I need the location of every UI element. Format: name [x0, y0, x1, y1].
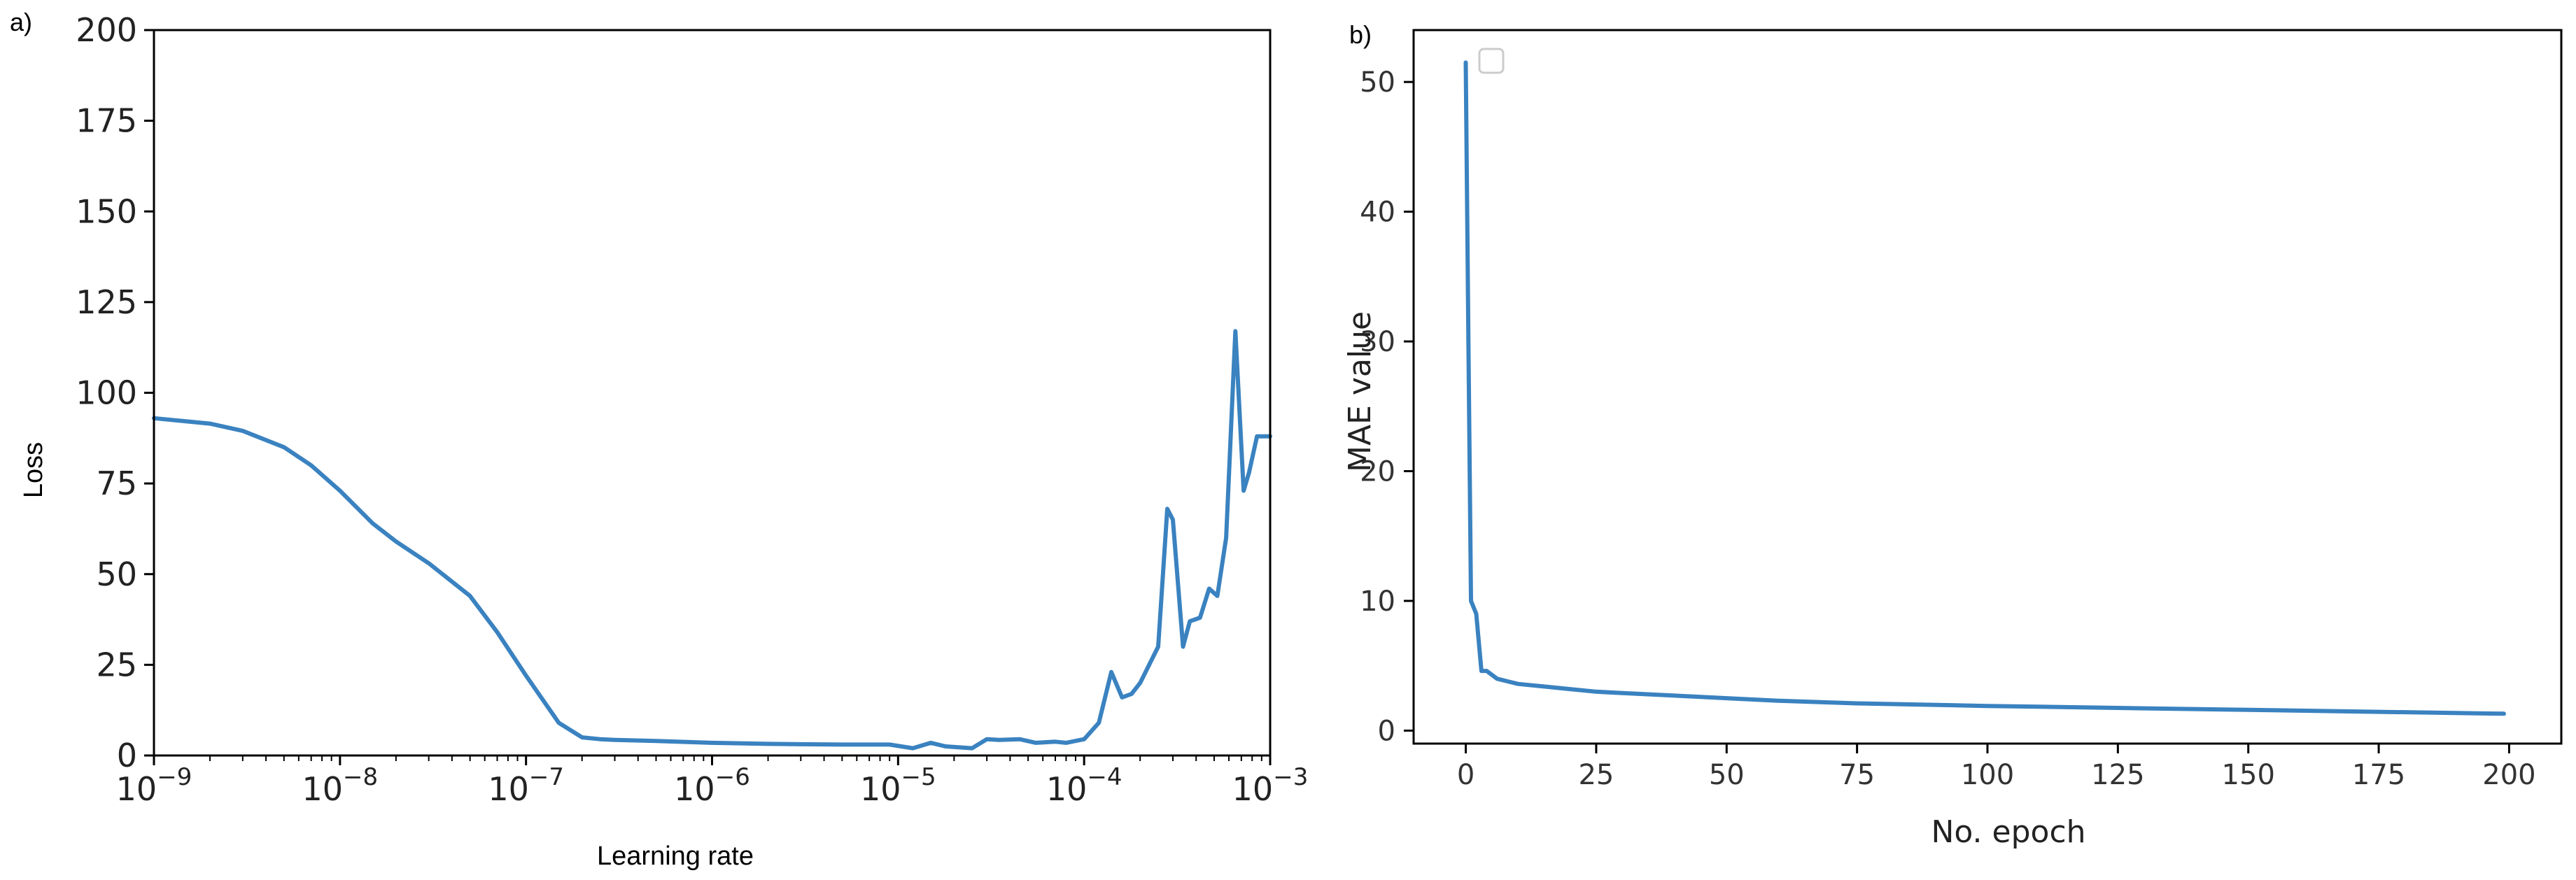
- panel-b-ytick-label: 20: [1360, 456, 1395, 488]
- panel-b-xtick-label: 25: [1578, 759, 1614, 791]
- panel-a-ytick-label: 0: [117, 737, 137, 774]
- panel-a-ticks: 0 25 50 75 100 125 150 175 200 10−9 10−8 10−7 10−6 10…: [76, 11, 1308, 808]
- panel-b-xtick-label: 50: [1709, 759, 1745, 791]
- panel-a-label: a): [10, 8, 32, 36]
- panel-b-ytick-label: 30: [1360, 326, 1395, 358]
- panel-b-legend-box: [1478, 48, 1505, 74]
- panel-a-xtick-label: 10−3: [1232, 763, 1309, 808]
- panel-b-ticks: 0 10 20 30 40 50 0 25 50 75 100 125 150 175 200: [1360, 66, 2536, 791]
- panel-a-ytick-label: 175: [76, 102, 137, 140]
- panel-a-ytick-label: 100: [76, 374, 137, 412]
- panel-a-ytick-label: 50: [96, 555, 137, 593]
- panel-b-xtick-label: 150: [2222, 759, 2275, 791]
- panel-b-xtick-label: 175: [2352, 759, 2405, 791]
- panel-a-ytick-label: 75: [96, 464, 137, 502]
- panel-b-mae-chart: b) 0 10 20 30 40 50 0 25 50 75 100 125 150 175 200 No.…: [1342, 20, 2563, 850]
- panel-a-ytick-label: 125: [76, 283, 137, 321]
- panel-b-xtick-label: 125: [2091, 759, 2144, 791]
- panel-a-xlabel: Learning rate: [597, 842, 754, 871]
- panel-a-ytick-label: 25: [96, 646, 137, 683]
- panel-b-label: b): [1349, 20, 1372, 49]
- panel-a-learning-rate-chart: a) 0 25 50 75 100 125 150 175 200 10−9 10−8 10−7 10−…: [10, 8, 1308, 871]
- panel-b-mae-line: [1463, 60, 2506, 716]
- panel-a-xtick-label: 10−4: [1046, 763, 1122, 808]
- panel-b-xlabel: No. epoch: [1931, 814, 2085, 850]
- panel-a-ylabel: Loss: [19, 442, 48, 498]
- panel-a-xtick-label: 10−5: [860, 763, 936, 808]
- panel-b-xtick-label: 0: [1457, 759, 1474, 791]
- panel-b-plot-frame: [1412, 29, 2563, 745]
- panel-a-xtick-label: 10−6: [674, 763, 750, 808]
- panel-a-xtick-label: 10−9: [116, 763, 192, 808]
- panel-b-xtick-label: 100: [1961, 759, 2014, 791]
- panel-a-xtick-label: 10−7: [488, 763, 564, 808]
- panel-b-ylabel: MAE value: [1342, 311, 1378, 472]
- panel-a-plot-frame: [153, 29, 1272, 757]
- panel-b-xtick-label: 75: [1839, 759, 1875, 791]
- panel-a-ytick-label: 150: [76, 192, 137, 230]
- panel-a-series: [152, 329, 1272, 751]
- panel-b-series: [1463, 60, 2506, 716]
- panel-b-xtick-label: 200: [2482, 759, 2535, 791]
- panel-b-ytick-label: 50: [1360, 66, 1395, 99]
- panel-b-ytick-label: 40: [1360, 197, 1395, 229]
- panel-a-ytick-label: 200: [76, 11, 137, 49]
- panel-b-ytick-label: 0: [1378, 715, 1395, 747]
- panel-b-ytick-label: 10: [1360, 586, 1395, 618]
- panel-a-loss-line: [152, 329, 1272, 751]
- panel-a-xtick-label: 10−8: [302, 763, 378, 808]
